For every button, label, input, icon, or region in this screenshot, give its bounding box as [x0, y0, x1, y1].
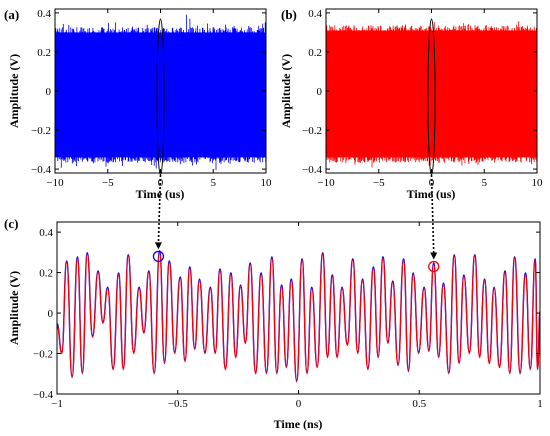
- x-tick-label: 0: [158, 177, 164, 189]
- y-tick-label: 0.4: [308, 8, 322, 20]
- y-tick-label: −0.4: [33, 389, 53, 401]
- panel-b-label: (b): [281, 7, 297, 22]
- x-tick-label: −0.5: [168, 398, 188, 410]
- x-tick-label: 0.5: [412, 398, 426, 410]
- highlight-circle: [428, 260, 440, 273]
- x-tick-label: −5: [373, 177, 385, 189]
- panel-b-y-label: Amplitude (V): [279, 54, 293, 128]
- panel-c: (c) −1 −0.5 0 0.5 1 0.4 0.2 0 −0.2 −0.4 Time (ns…: [4, 216, 543, 431]
- x-tick-label: −10: [317, 177, 335, 189]
- zoom-arrow-a: [157, 174, 162, 244]
- zoom-arrowhead-a: [154, 242, 162, 250]
- y-tick-label: 0.4: [39, 227, 53, 239]
- zoom-annotations: [154, 18, 438, 260]
- panel-b-x-label: Time (us): [407, 187, 456, 201]
- x-tick-label: 5: [211, 177, 217, 189]
- zoom-arrowhead-b: [430, 252, 438, 260]
- signal-trace: [54, 14, 267, 171]
- zoom-arrow-b: [430, 174, 435, 254]
- panel-a-x-label: Time (us): [136, 187, 185, 201]
- panel-b: (b) −10 −5 0 5 10 0.40.20−0.2−0.4 Time (us) …: [279, 7, 543, 201]
- y-tick-label: 0.2: [39, 268, 53, 280]
- x-tick-label: −10: [46, 177, 64, 189]
- x-tick-label: −5: [102, 177, 114, 189]
- panel-c-x-label: Time (ns): [274, 417, 323, 431]
- y-tick-label: −0.2: [302, 125, 322, 137]
- series-red-trace: [56, 251, 541, 383]
- signal-trace: [325, 21, 538, 168]
- y-tick-label: −0.2: [31, 125, 51, 137]
- y-tick-label: 0.2: [308, 47, 322, 59]
- panel-c-axes-frame: [56, 221, 541, 395]
- panel-c-y-label: Amplitude (V): [7, 271, 21, 345]
- y-tick-label: 0: [48, 308, 54, 320]
- y-tick-label: −0.2: [33, 349, 53, 361]
- y-tick-label: 0: [46, 86, 52, 98]
- y-tick-label: −0.4: [31, 164, 51, 176]
- panel-a-x-ticks: −10 −5 0 5 10: [46, 9, 272, 189]
- panel-c-markers: [152, 250, 440, 273]
- y-tick-label: −0.4: [302, 164, 322, 176]
- x-tick-label: 5: [482, 177, 488, 189]
- x-tick-label: 1: [537, 398, 543, 410]
- x-tick-label: 10: [261, 177, 273, 189]
- highlight-circle: [152, 250, 165, 263]
- panel-a-signal: [54, 14, 267, 171]
- panel-b-signal: [325, 21, 538, 168]
- y-tick-label: 0.4: [37, 8, 51, 20]
- x-tick-label: 10: [532, 177, 544, 189]
- panel-c-label: (c): [4, 216, 18, 231]
- y-tick-label: 0.2: [37, 47, 51, 59]
- panel-a: (a) −10 −5 0 5 10 0.40.20−0.2−0.4 Time (us) …: [4, 7, 272, 201]
- panel-a-y-label: Amplitude (V): [7, 54, 21, 128]
- x-tick-label: 0: [296, 398, 302, 410]
- panel-a-label: (a): [4, 7, 19, 22]
- panel-b-y-ticks: 0.4 0.2 0 −0.2 −0.4: [302, 8, 537, 176]
- panel-c-signal: [56, 249, 541, 383]
- panel-c-x-ticks: −1 −0.5 0 0.5 1: [51, 222, 543, 410]
- panel-a-y-ticks: 0.4 0.2 0 −0.2 −0.4: [31, 8, 266, 176]
- x-tick-label: −1: [51, 398, 63, 410]
- y-tick-label: 0: [317, 86, 323, 98]
- panel-c-y-ticks: 0.4 0.2 0 −0.2 −0.4: [33, 227, 540, 401]
